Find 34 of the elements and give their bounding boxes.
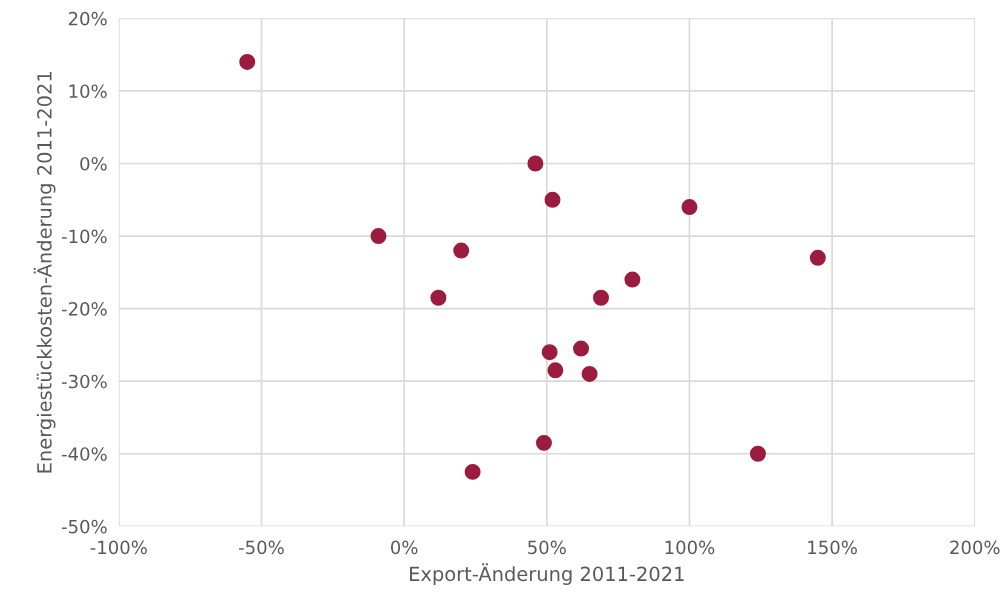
x-tick-label: 0% (391, 540, 418, 555)
y-tick-label: -30% (61, 374, 107, 389)
point (430, 289, 447, 306)
y-tick-label: -10% (61, 229, 107, 244)
y-tick-label: 0% (80, 156, 107, 171)
point (541, 344, 558, 361)
point (535, 434, 552, 451)
point (547, 362, 564, 379)
point (527, 155, 544, 172)
y-tick-label: 20% (68, 11, 107, 26)
point (581, 365, 598, 382)
point (681, 199, 698, 216)
x-tick-label: 200% (950, 540, 1000, 555)
x-tick-label: -100% (90, 540, 147, 555)
y-tick-label: -20% (61, 302, 107, 316)
x-tick-label: -50% (239, 540, 284, 555)
point (370, 228, 387, 245)
point (453, 242, 470, 259)
point (624, 271, 641, 288)
y-tick-label: 10% (69, 84, 107, 99)
x-axis-title: Export-Änderung 2011-2021 (410, 563, 684, 585)
point (593, 289, 609, 306)
point (573, 340, 590, 357)
point (464, 463, 481, 480)
point (544, 191, 561, 208)
point (239, 53, 256, 70)
point (749, 445, 766, 462)
y-tick-label: -40% (61, 447, 107, 461)
x-tick-label: 150% (808, 540, 857, 555)
x-tick-label: 100% (665, 540, 715, 555)
y-axis-title: Energiestückkosten-Änderung 2011-2021 (33, 72, 56, 473)
x-tick-label: 50% (528, 540, 566, 555)
y-tick-label: -50% (61, 519, 107, 534)
point (809, 249, 826, 266)
